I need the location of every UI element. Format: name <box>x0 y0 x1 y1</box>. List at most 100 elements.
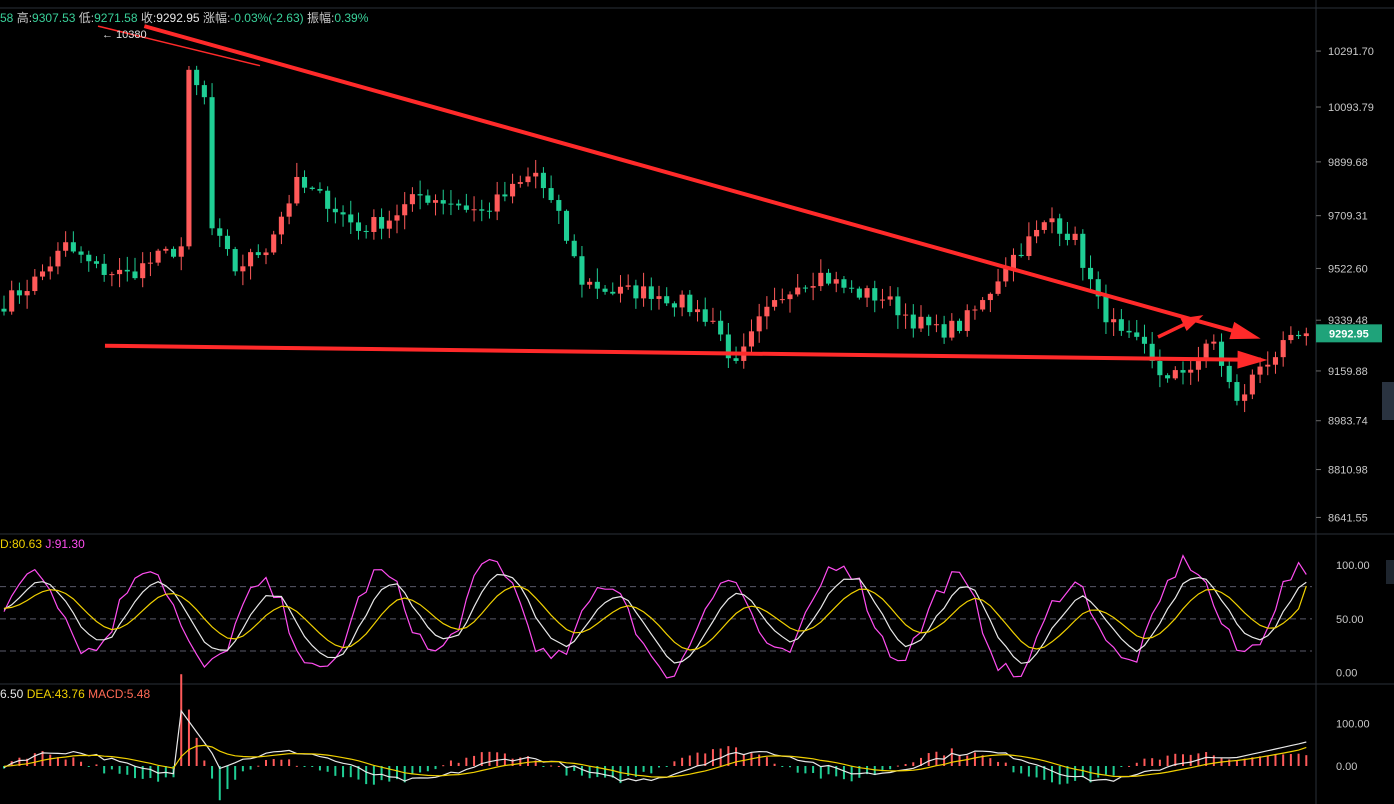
kdj-tick-label: 50.00 <box>1336 614 1364 626</box>
macd-histogram-bar <box>403 766 406 783</box>
price-axis: 10291.70 10093.79 9899.68 9709.31 9522.60 933… <box>1316 46 1382 524</box>
macd-histogram-bar <box>619 766 622 784</box>
macd-histogram-bar <box>580 766 583 776</box>
macd-histogram-bar <box>1035 766 1038 778</box>
macd-histogram-bar <box>1266 755 1269 766</box>
candle <box>70 231 76 254</box>
candle <box>1057 213 1063 247</box>
candle <box>24 279 30 309</box>
candle <box>725 322 731 369</box>
candle <box>1234 374 1240 406</box>
macd-histogram-bar <box>950 748 953 766</box>
kdj-d-line <box>3 585 1307 651</box>
candle <box>748 319 755 354</box>
macd-histogram-bar <box>49 754 52 766</box>
macd-histogram-bar <box>18 757 21 766</box>
macd-histogram-bar <box>365 766 368 785</box>
candle <box>918 305 924 333</box>
candle <box>664 287 670 306</box>
candle <box>841 276 847 294</box>
candle <box>995 268 1001 296</box>
macd-histogram-bar <box>488 751 491 766</box>
candle <box>625 274 631 290</box>
current-price-label: 9292.95 <box>1329 328 1369 340</box>
candle <box>972 305 978 320</box>
candle <box>710 307 716 324</box>
macd-histogram-bar <box>1182 754 1184 766</box>
change-label: 涨幅: <box>202 11 231 25</box>
macd-histogram-bar <box>904 764 907 766</box>
macd-histogram-bar <box>711 749 714 766</box>
macd-dea-value: DEA:43.76 <box>26 687 85 701</box>
candle <box>494 181 500 221</box>
candle <box>980 297 986 312</box>
macd-histogram-bar <box>519 757 522 766</box>
candle <box>379 208 385 240</box>
macd-histogram-bar <box>134 766 136 779</box>
candle <box>987 292 993 313</box>
candle <box>964 304 970 337</box>
descending-resistance-line[interactable] <box>143 24 1254 339</box>
macd-histogram-bar <box>1058 766 1061 785</box>
change-value: -0.03%(-2.63) <box>230 11 304 25</box>
candle <box>1118 308 1124 336</box>
candle <box>1165 373 1171 383</box>
macd-histogram-bar <box>611 766 614 778</box>
candle <box>941 315 947 344</box>
macd-histogram-bar <box>157 766 160 782</box>
macd-histogram-bar <box>95 764 98 766</box>
ohlc-header: 58 高:9307.53 低:9271.58 收:9292.95 涨幅:-0.0… <box>0 9 368 26</box>
candle <box>679 290 685 317</box>
candle <box>610 282 616 296</box>
price-tick-label: 9709.31 <box>1328 211 1368 223</box>
macd-histogram-bar <box>349 766 352 778</box>
macd-histogram-bar <box>1189 754 1192 766</box>
macd-histogram-bar <box>164 766 167 778</box>
candle <box>124 256 130 282</box>
macd-histogram-bar <box>257 765 260 767</box>
candle <box>1095 271 1101 309</box>
price-tick-label: 8983.74 <box>1328 416 1368 428</box>
candle <box>248 248 254 280</box>
candle <box>563 209 570 244</box>
candle <box>772 287 778 311</box>
macd-histogram-bar <box>1228 759 1231 766</box>
side-panel-handle[interactable] <box>1382 382 1394 420</box>
candle <box>1249 369 1255 400</box>
macd-histogram-bar <box>1212 755 1215 766</box>
candle <box>86 250 92 272</box>
macd-histogram-bar <box>1143 758 1146 766</box>
macd-histogram-bar <box>1251 757 1254 766</box>
candle <box>1018 243 1024 258</box>
candle <box>1211 334 1217 350</box>
candle <box>371 209 377 240</box>
candle <box>1034 220 1040 244</box>
candle <box>163 246 169 254</box>
macd-histogram-bar <box>920 757 922 766</box>
candle <box>1103 284 1109 334</box>
candle <box>895 287 901 329</box>
candle <box>556 194 562 224</box>
candle <box>810 272 816 301</box>
macd-histogram-bar <box>658 766 660 768</box>
macd-histogram-bar <box>1274 754 1277 766</box>
candle <box>286 194 292 225</box>
macd-histogram-bar <box>56 757 59 766</box>
macd-histogram-bar <box>234 766 237 780</box>
candle <box>456 199 462 210</box>
horizontal-support-line[interactable] <box>104 343 1260 362</box>
macd-histogram-bar <box>149 766 152 779</box>
macd-histogram-bar <box>1089 766 1092 783</box>
macd-histogram-bar <box>804 766 807 774</box>
candle <box>471 196 477 222</box>
candle <box>648 277 654 311</box>
macd-histogram-bar <box>1104 766 1107 775</box>
candle <box>687 290 693 317</box>
side-panel-handle-lower[interactable] <box>1386 560 1394 584</box>
macd-histogram-bar <box>819 766 822 779</box>
candle <box>209 83 215 236</box>
candle <box>432 194 439 216</box>
macd-histogram-bar <box>896 765 899 767</box>
macd-histogram-bar <box>642 766 645 772</box>
